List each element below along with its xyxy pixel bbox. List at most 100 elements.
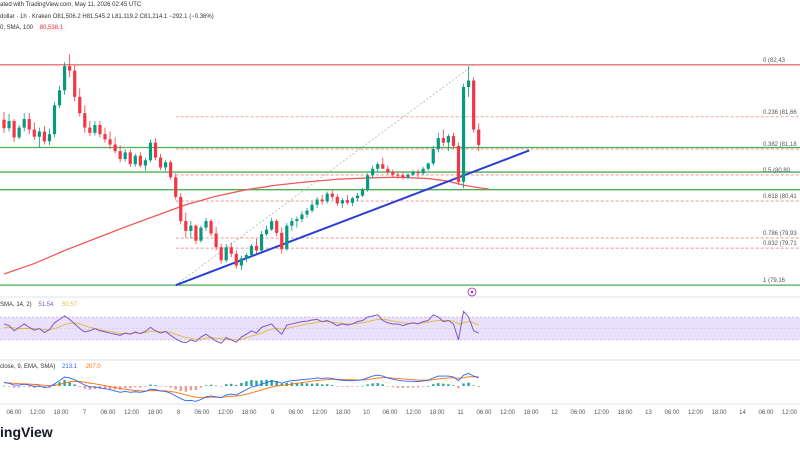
- macd-histogram-bar: [391, 386, 395, 388]
- macd-histogram-bar: [88, 386, 92, 390]
- fib-level-label: 0.236 (81,66: [763, 110, 797, 116]
- candle-body: [406, 174, 410, 178]
- x-axis-label: 9: [271, 410, 275, 416]
- macd-histogram-bar: [194, 386, 198, 391]
- x-axis-label: 06:00: [288, 410, 304, 416]
- macd-histogram-bar: [169, 386, 172, 388]
- candle-body: [204, 221, 208, 228]
- candle-body: [179, 196, 183, 222]
- candle-body: [224, 247, 228, 261]
- fib-level-label: 0.382 (81,18: [763, 142, 797, 148]
- candle-body: [360, 189, 365, 196]
- candle-body: [477, 129, 481, 145]
- candle-body: [174, 177, 178, 197]
- x-axis-label: 12:00: [500, 410, 516, 416]
- macd-histogram-bar: [174, 386, 177, 390]
- candle-body: [68, 66, 72, 71]
- macd-histogram-bar: [214, 385, 218, 387]
- candle-body: [386, 168, 390, 173]
- macd-histogram-bar: [442, 383, 445, 386]
- sma-params: 0, SMA, 100: [0, 25, 34, 31]
- candle-body: [2, 119, 6, 129]
- macd-histogram-bar: [230, 383, 233, 386]
- candle-body: [259, 234, 264, 251]
- fib-level-label: 0.5 (80,80: [763, 168, 791, 174]
- macd-histogram-bar: [225, 384, 228, 386]
- macd-histogram-bar: [336, 386, 339, 387]
- macd-histogram-bar: [265, 379, 268, 386]
- macd-histogram-bar: [376, 383, 379, 386]
- fib-level-label: 0.786 (79,93: [763, 231, 797, 237]
- macd-histogram-bar: [2, 385, 6, 387]
- macd-histogram: [2, 379, 480, 392]
- x-axis-label: 12:00: [218, 410, 234, 416]
- macd-histogram-bar: [346, 386, 349, 387]
- macd-histogram-bar: [326, 384, 329, 386]
- macd-histogram-bar: [371, 383, 374, 386]
- macd-histogram-bar: [144, 386, 147, 387]
- tradingview-brand[interactable]: ingView: [0, 424, 53, 440]
- x-axis-label: 06:00: [100, 410, 116, 416]
- macd-histogram-bar: [406, 386, 410, 388]
- macd-histogram-bar: [401, 386, 405, 388]
- macd-histogram-bar: [154, 385, 157, 386]
- candle-body: [209, 221, 213, 234]
- trendline: [175, 149, 530, 287]
- macd-signal-line: [3, 376, 479, 399]
- candle-body: [254, 245, 259, 251]
- candle-body: [229, 247, 233, 254]
- macd-histogram-bar: [477, 386, 480, 388]
- candle-body: [396, 174, 400, 176]
- macd-histogram-bar: [134, 386, 137, 388]
- macd-histogram-bar: [124, 386, 127, 389]
- candle-body: [22, 119, 26, 128]
- candle-body: [451, 136, 456, 146]
- macd-histogram-bar: [457, 386, 460, 389]
- candle-body: [98, 124, 102, 135]
- candle-body: [391, 172, 395, 175]
- candle-body: [83, 113, 87, 128]
- macd-histogram-bar: [432, 384, 435, 386]
- macd-histogram-bar: [139, 386, 142, 388]
- candle-body: [320, 199, 324, 202]
- candle-body: [123, 152, 127, 159]
- candle-body: [350, 198, 355, 203]
- macd-histogram-bar: [331, 385, 334, 386]
- candle-body: [335, 196, 339, 204]
- candle-body: [265, 229, 269, 235]
- candle-body: [138, 155, 142, 166]
- candle-body: [113, 144, 117, 152]
- x-axis-label: 06:00: [6, 410, 22, 416]
- fib-level-label: 1 (79,16: [763, 278, 786, 284]
- macd-histogram-bar: [381, 384, 384, 386]
- macd-histogram-bar: [118, 386, 122, 390]
- rsi-signal-value: 50.57: [62, 302, 78, 308]
- candle-body: [37, 131, 41, 137]
- candle-body: [290, 221, 294, 226]
- macd-histogram-bar: [33, 386, 36, 388]
- header-ohlc: dollar · 1h · Kraken O81,506.2 H81,545.2…: [0, 14, 214, 20]
- x-axis-label: 18:00: [241, 410, 257, 416]
- x-axis-label: 18:00: [711, 410, 727, 416]
- candle-body: [431, 149, 435, 164]
- candle-body: [73, 70, 77, 97]
- candle-body: [17, 127, 21, 138]
- macd-histogram-bar: [28, 386, 31, 388]
- x-axis-label: 12:00: [30, 410, 46, 416]
- macd-histogram-bar: [452, 385, 455, 386]
- x-axis-label: 12:00: [124, 410, 140, 416]
- macd-header: close, 9, EMA, SMA) 213.1 207.0: [0, 364, 103, 370]
- candle-body: [456, 145, 461, 182]
- candle-body: [300, 214, 304, 220]
- macd-histogram-bar: [78, 386, 81, 387]
- candle-body: [32, 129, 36, 137]
- macd-histogram-bar: [315, 383, 319, 386]
- macd-histogram-bar: [23, 386, 26, 387]
- sma-value: 80,538.1: [37, 25, 66, 31]
- fib-level-label: 0.832 (79,71: [763, 241, 797, 247]
- macd-histogram-bar: [199, 386, 203, 388]
- candle-body: [219, 247, 223, 261]
- macd-line: [3, 372, 479, 402]
- macd-value: 213.1: [62, 364, 78, 370]
